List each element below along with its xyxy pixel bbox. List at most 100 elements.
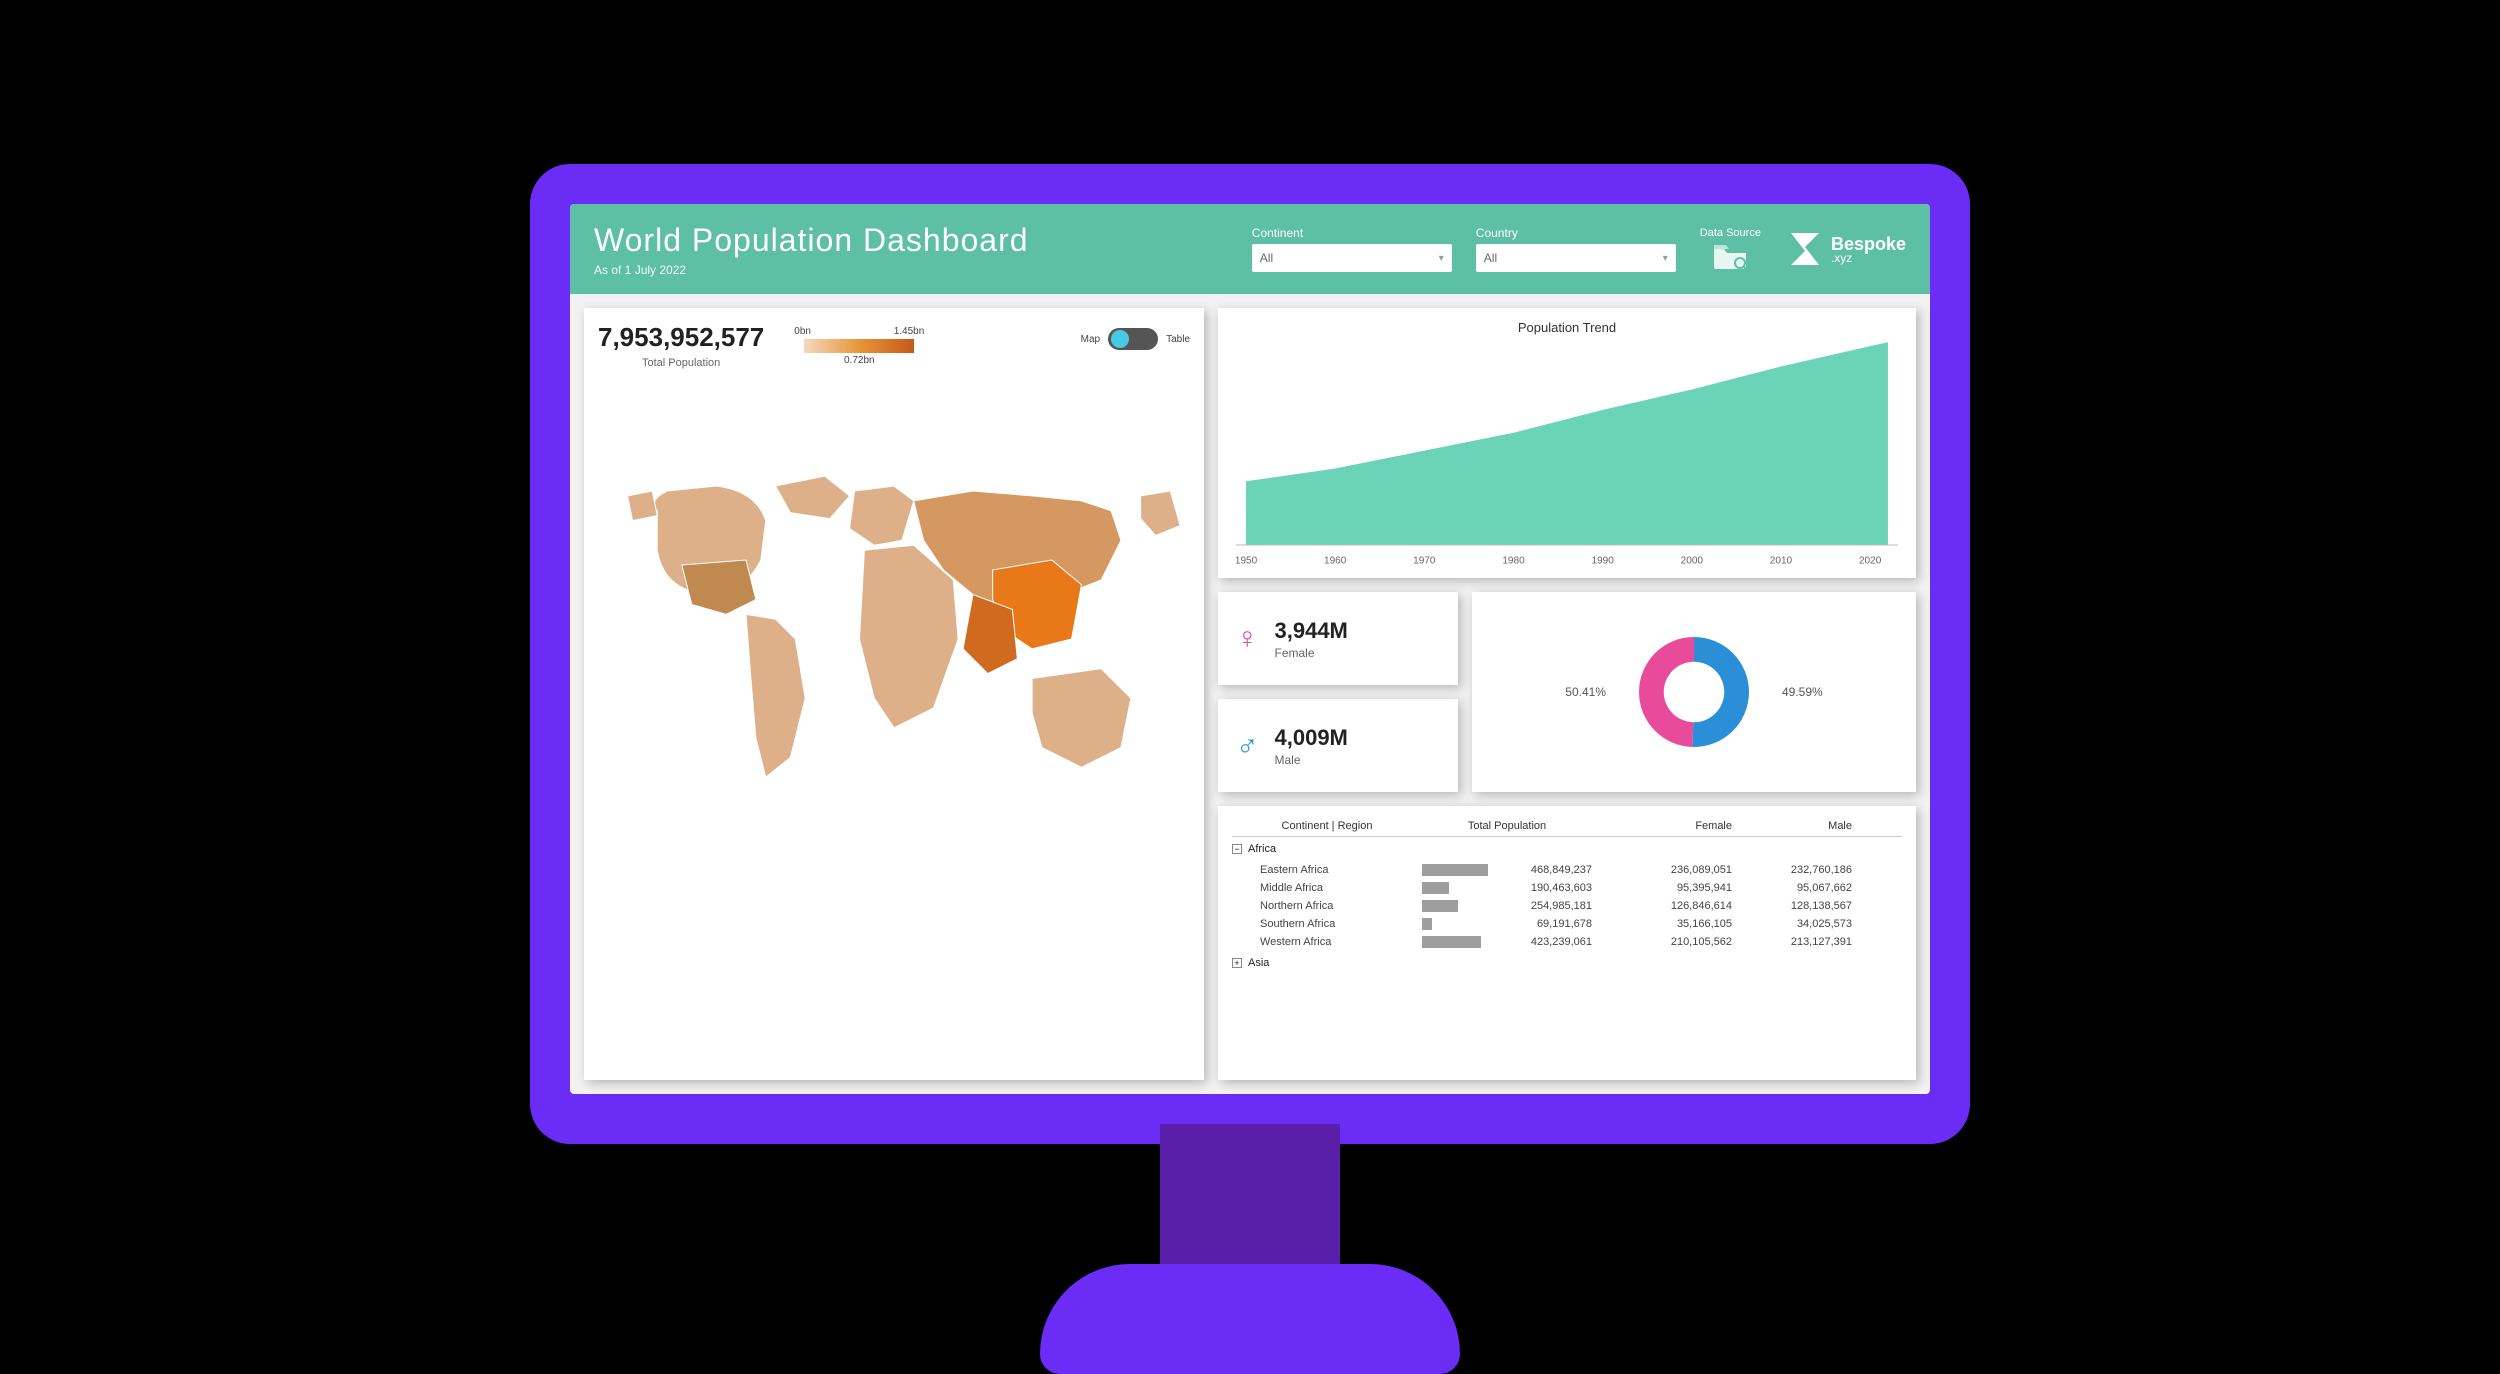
data-source-button[interactable]: Data Source bbox=[1700, 227, 1761, 271]
table-row[interactable]: Eastern Africa 468,849,237236,089,051232,… bbox=[1232, 861, 1902, 879]
female-value: 3,944M bbox=[1275, 618, 1348, 644]
row-total: 423,239,061 bbox=[1487, 936, 1592, 948]
chevron-down-icon: ▾ bbox=[1663, 253, 1668, 264]
gender-donut-chart[interactable] bbox=[1624, 622, 1764, 762]
folder-icon bbox=[1712, 241, 1748, 271]
table-col-region: Continent | Region bbox=[1232, 820, 1422, 832]
svg-text:1990: 1990 bbox=[1592, 556, 1615, 567]
monitor-frame: World Population Dashboard As of 1 July … bbox=[530, 164, 1970, 1144]
country-select-value: All bbox=[1484, 251, 1497, 265]
table-col-total: Total Population bbox=[1422, 820, 1592, 832]
row-bar bbox=[1422, 864, 1488, 876]
data-source-label: Data Source bbox=[1700, 227, 1761, 239]
row-total: 254,985,181 bbox=[1464, 900, 1592, 912]
page-title: World Population Dashboard bbox=[594, 222, 1029, 259]
country-select[interactable]: All ▾ bbox=[1476, 244, 1676, 272]
gender-donut-panel: 50.41% 49.59% bbox=[1472, 592, 1916, 792]
table-group: −Africa bbox=[1232, 837, 1902, 861]
row-female: 236,089,051 bbox=[1592, 864, 1732, 876]
logo-icon bbox=[1785, 229, 1825, 269]
row-male: 128,138,567 bbox=[1732, 900, 1852, 912]
table-row[interactable]: Western Africa 423,239,061210,105,562213,… bbox=[1232, 933, 1902, 951]
svg-text:2020: 2020 bbox=[1859, 556, 1882, 567]
total-population-label: Total Population bbox=[598, 357, 764, 369]
dashboard-content: 7,953,952,577 Total Population 0bn 1.45b… bbox=[570, 294, 1930, 1094]
row-male: 95,067,662 bbox=[1732, 882, 1852, 894]
svg-text:1960: 1960 bbox=[1324, 556, 1347, 567]
row-total: 468,849,237 bbox=[1494, 864, 1592, 876]
map-table-toggle: Map Table bbox=[1081, 328, 1190, 350]
screen: World Population Dashboard As of 1 July … bbox=[570, 204, 1930, 1094]
total-population-kpi: 7,953,952,577 Total Population bbox=[598, 322, 764, 369]
monitor-stand-neck bbox=[1160, 1124, 1340, 1284]
male-kpi-card: ♂ 4,009M Male bbox=[1218, 699, 1458, 792]
row-region: Middle Africa bbox=[1232, 882, 1422, 894]
row-region: Southern Africa bbox=[1232, 918, 1422, 930]
continent-select-value: All bbox=[1260, 251, 1273, 265]
legend-mid: 0.72bn bbox=[844, 355, 875, 366]
table-group: + Asia bbox=[1232, 951, 1902, 975]
view-toggle[interactable] bbox=[1108, 328, 1158, 350]
trend-panel: Population Trend 1950 1960 1970 1980 1990 200… bbox=[1218, 308, 1916, 578]
row-male: 213,127,391 bbox=[1732, 936, 1852, 948]
header-title-block: World Population Dashboard As of 1 July … bbox=[594, 222, 1029, 277]
group-name: Africa bbox=[1248, 843, 1276, 855]
svg-text:1980: 1980 bbox=[1502, 556, 1525, 567]
toggle-table-label: Table bbox=[1166, 334, 1190, 345]
bespoke-logo: Bespoke .xyz bbox=[1785, 229, 1906, 269]
continent-select[interactable]: All ▾ bbox=[1252, 244, 1452, 272]
trend-title: Population Trend bbox=[1236, 320, 1898, 335]
table-header: Continent | Region Total Population Fema… bbox=[1232, 816, 1902, 837]
legend-min: 0bn bbox=[794, 326, 811, 337]
region-table-panel: Continent | Region Total Population Fema… bbox=[1218, 806, 1916, 1080]
table-col-male: Male bbox=[1732, 820, 1852, 832]
male-pct-label: 50.41% bbox=[1565, 685, 1606, 699]
female-kpi-card: ♀ 3,944M Female bbox=[1218, 592, 1458, 685]
row-region: Northern Africa bbox=[1232, 900, 1422, 912]
row-region: Western Africa bbox=[1232, 936, 1422, 948]
row-male: 34,025,573 bbox=[1732, 918, 1852, 930]
trend-chart[interactable]: 19501960197019801990200020102020 bbox=[1236, 341, 1898, 570]
row-bar bbox=[1422, 882, 1449, 894]
male-label: Male bbox=[1275, 753, 1348, 767]
continent-filter-label: Continent bbox=[1252, 226, 1452, 240]
world-map[interactable] bbox=[598, 389, 1190, 889]
continent-filter: Continent All ▾ bbox=[1252, 226, 1452, 272]
row-bar bbox=[1422, 918, 1432, 930]
male-icon: ♂ bbox=[1236, 729, 1259, 763]
dashboard-header: World Population Dashboard As of 1 July … bbox=[570, 204, 1930, 294]
legend-gradient-bar bbox=[804, 339, 914, 353]
female-label: Female bbox=[1275, 646, 1348, 660]
svg-text:2000: 2000 bbox=[1681, 556, 1704, 567]
row-female: 35,166,105 bbox=[1592, 918, 1732, 930]
row-male: 232,760,186 bbox=[1732, 864, 1852, 876]
svg-text:1950: 1950 bbox=[1236, 556, 1257, 567]
row-female: 95,395,941 bbox=[1592, 882, 1732, 894]
table-col-female: Female bbox=[1592, 820, 1732, 832]
table-row[interactable]: Northern Africa 254,985,181126,846,614128… bbox=[1232, 897, 1902, 915]
toggle-map-label: Map bbox=[1081, 334, 1100, 345]
monitor-stand-base bbox=[1040, 1264, 1460, 1374]
map-panel: 7,953,952,577 Total Population 0bn 1.45b… bbox=[584, 308, 1204, 1080]
expand-toggle[interactable]: + bbox=[1232, 958, 1242, 968]
expand-toggle[interactable]: − bbox=[1232, 844, 1242, 854]
row-bar bbox=[1422, 900, 1458, 912]
row-bar bbox=[1422, 936, 1481, 948]
female-pct-label: 49.59% bbox=[1782, 685, 1823, 699]
row-total: 69,191,678 bbox=[1438, 918, 1592, 930]
group-name: Asia bbox=[1248, 957, 1269, 969]
table-body: −Africa Eastern Africa 468,849,237236,089,… bbox=[1232, 837, 1902, 975]
total-population-value: 7,953,952,577 bbox=[598, 322, 764, 353]
female-icon: ♀ bbox=[1236, 622, 1259, 656]
row-female: 210,105,562 bbox=[1592, 936, 1732, 948]
country-filter-label: Country bbox=[1476, 226, 1676, 240]
page-subtitle: As of 1 July 2022 bbox=[594, 263, 1029, 277]
svg-text:1970: 1970 bbox=[1413, 556, 1436, 567]
table-row[interactable]: Southern Africa 69,191,67835,166,10534,02… bbox=[1232, 915, 1902, 933]
row-region: Eastern Africa bbox=[1232, 864, 1422, 876]
chevron-down-icon: ▾ bbox=[1439, 253, 1444, 264]
table-row[interactable]: Middle Africa 190,463,60395,395,94195,067… bbox=[1232, 879, 1902, 897]
country-filter: Country All ▾ bbox=[1476, 226, 1676, 272]
row-total: 190,463,603 bbox=[1455, 882, 1592, 894]
row-female: 126,846,614 bbox=[1592, 900, 1732, 912]
